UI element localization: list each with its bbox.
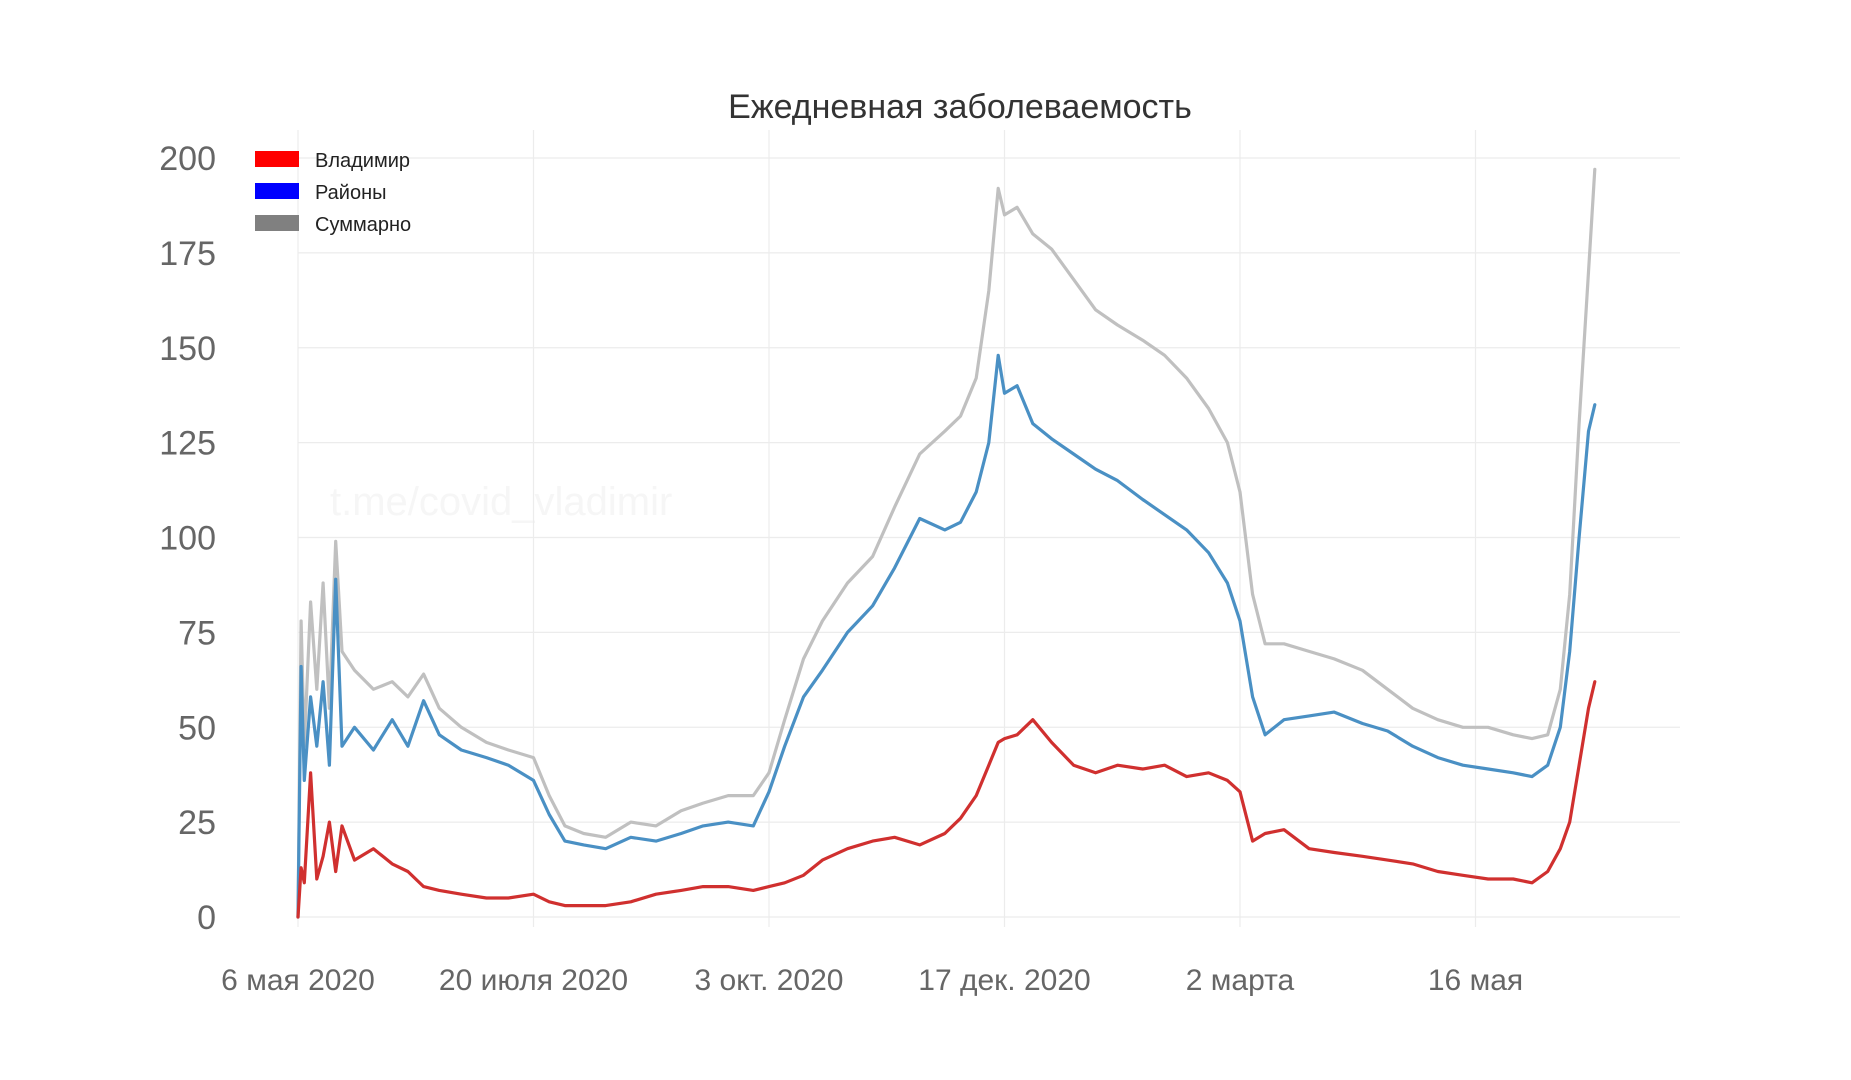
y-tick-label: 0 [197, 899, 216, 937]
x-tick-label: 17 дек. 2020 [918, 964, 1090, 997]
legend-swatch [255, 183, 299, 199]
y-axis-ticks: 0 25 50 75 100 125 150 175 200 [159, 140, 216, 937]
legend: Владимир Районы Суммарно [255, 150, 411, 236]
y-tick-label: 100 [159, 520, 216, 558]
legend-label: Районы [315, 182, 387, 204]
legend-label: Суммарно [315, 214, 411, 236]
y-tick-label: 200 [159, 140, 216, 178]
watermark: t.me/covid_vladimir [330, 480, 672, 524]
legend-swatch [255, 215, 299, 231]
x-axis-ticks: 6 мая 2020 20 июля 2020 3 окт. 2020 17 дек.… [221, 964, 1523, 997]
x-tick-label: 16 мая [1428, 964, 1523, 997]
legend-swatch [255, 151, 299, 167]
y-tick-label: 125 [159, 425, 216, 463]
y-tick-label: 25 [178, 804, 216, 842]
legend-label: Владимир [315, 150, 410, 172]
series-line-Суммарно [296, 167, 1597, 919]
y-tick-label: 150 [159, 330, 216, 368]
chart-title: Ежедневная заболеваемость [728, 88, 1192, 126]
x-tick-label: 2 марта [1186, 964, 1295, 997]
series-layer [296, 167, 1597, 919]
y-tick-label: 75 [178, 614, 216, 652]
x-tick-label: 20 июля 2020 [439, 964, 628, 997]
y-tick-label: 175 [159, 235, 216, 273]
x-tick-label: 6 мая 2020 [221, 964, 375, 997]
series-line-Владимир [296, 680, 1597, 919]
grid-layer [297, 130, 1680, 927]
y-tick-label: 50 [178, 709, 216, 747]
x-tick-label: 3 окт. 2020 [695, 964, 844, 997]
series-line-Районы [296, 353, 1597, 919]
